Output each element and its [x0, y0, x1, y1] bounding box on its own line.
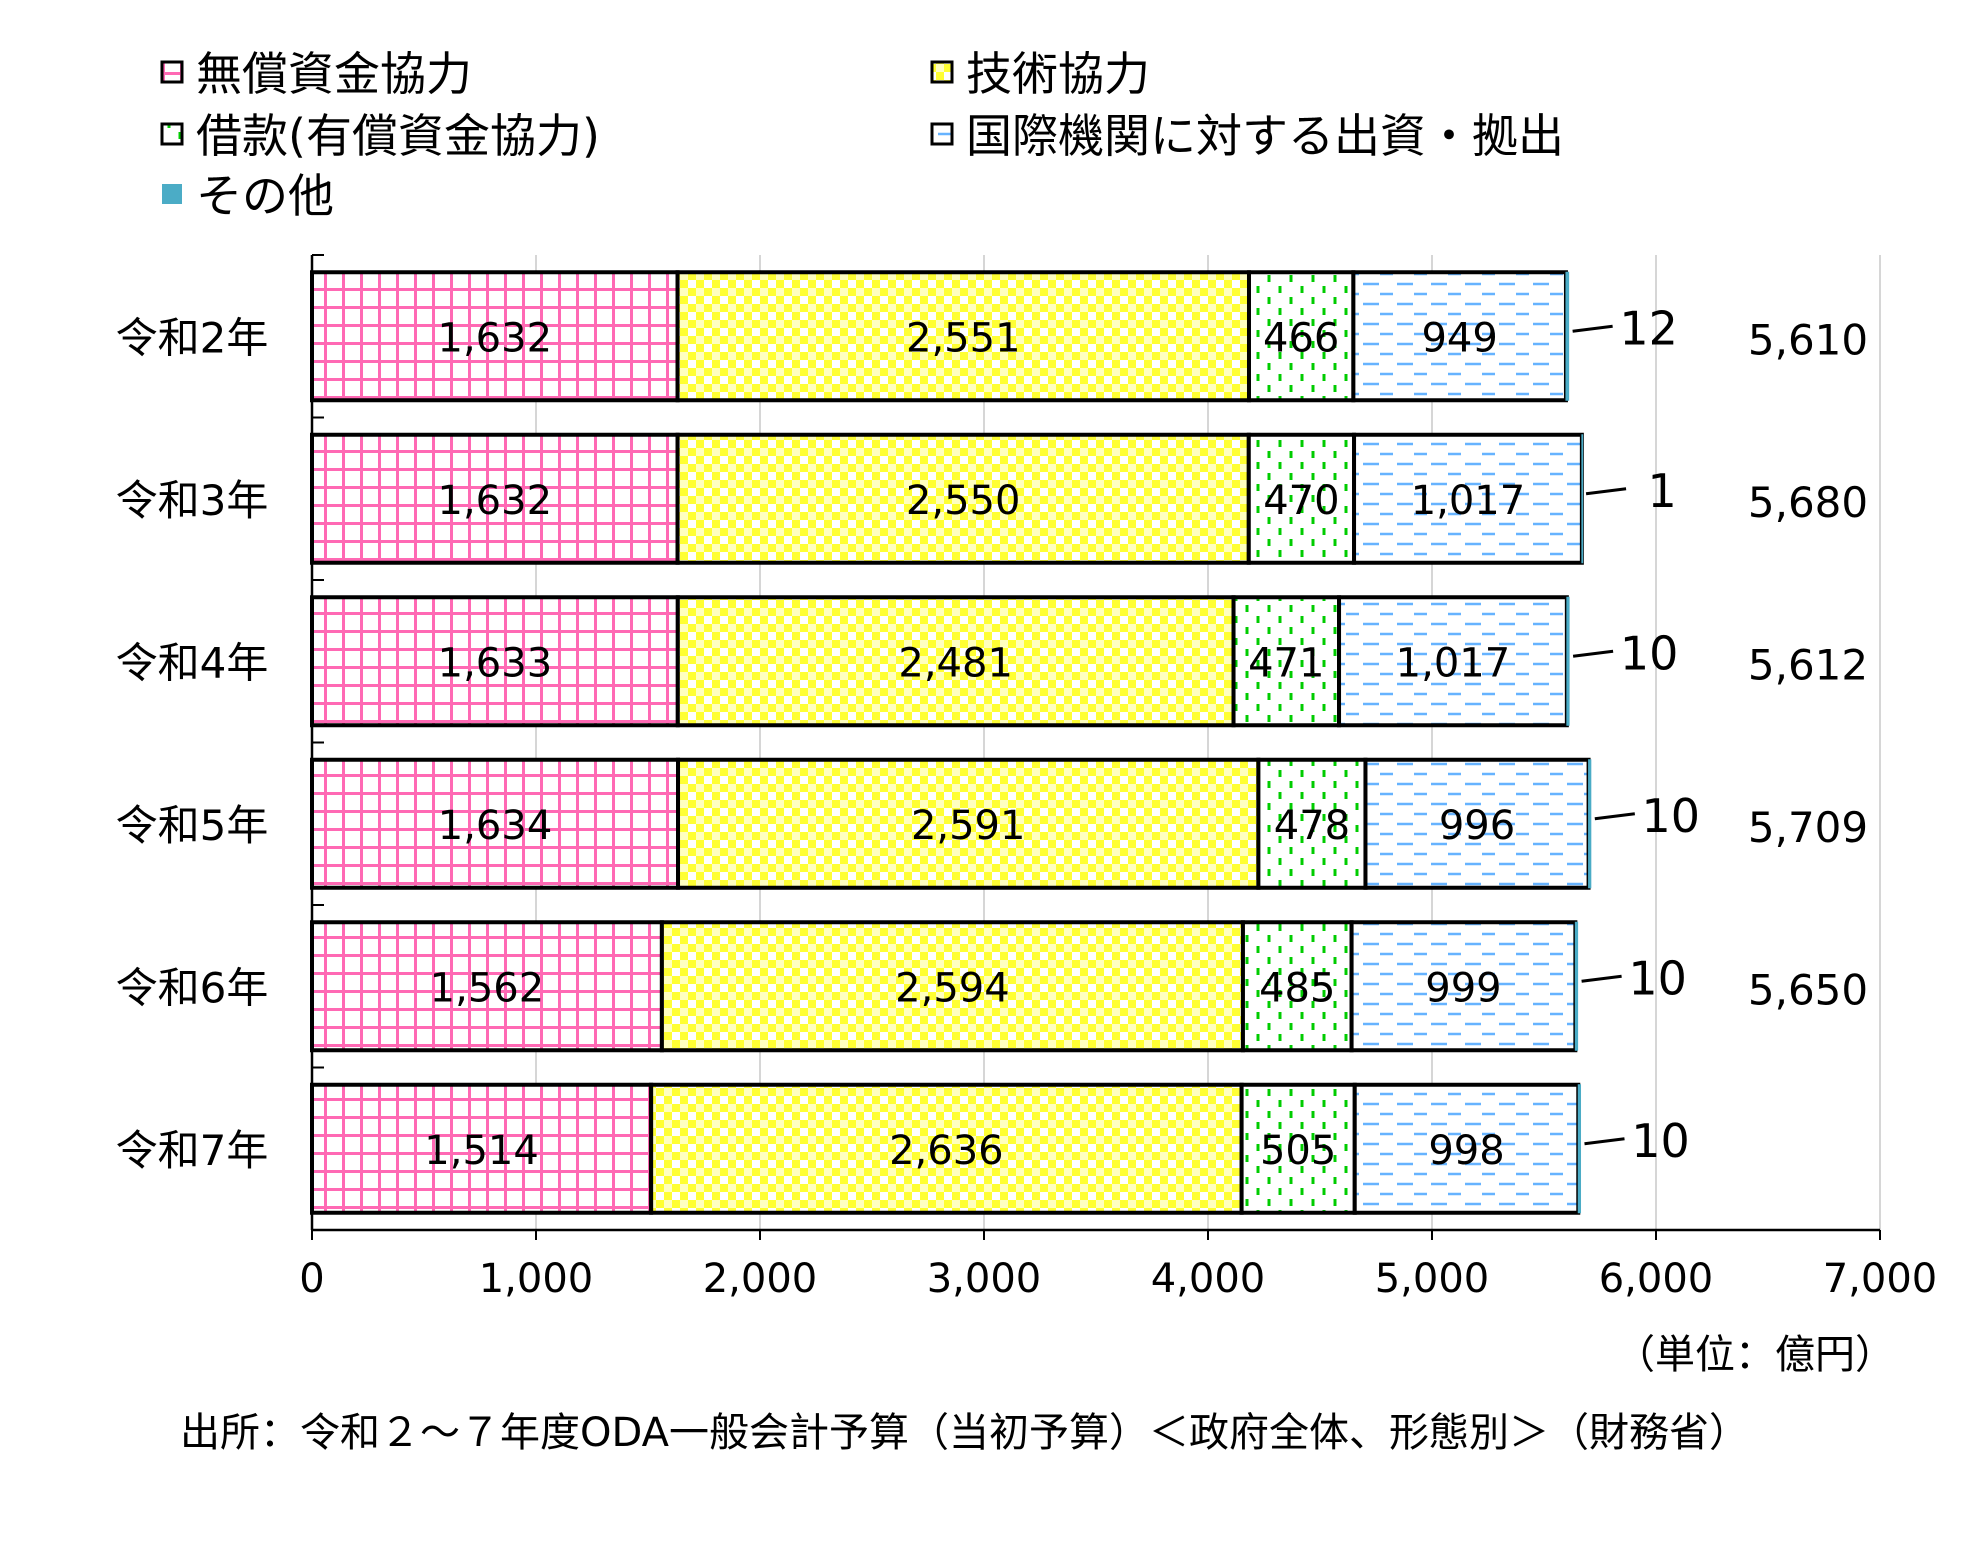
data-label: 471 [1248, 640, 1324, 686]
total-label: 5,680 [1748, 478, 1868, 527]
x-tick-label: 0 [299, 1256, 324, 1302]
x-tick-label: 7,000 [1823, 1256, 1938, 1302]
legend-label: 国際機関に対する出資・拠出 [966, 109, 1564, 163]
category-label: 令和5年 [116, 801, 269, 850]
legend-swatch [930, 122, 954, 146]
x-tick-label: 3,000 [927, 1256, 1042, 1302]
axes [310, 254, 1881, 1240]
legend-swatch [162, 184, 182, 204]
category-label: 令和7年 [116, 1126, 269, 1175]
category-label: 令和3年 [116, 476, 269, 525]
data-label: 466 [1263, 315, 1339, 361]
bars [310, 270, 1592, 1215]
total-label: 5,709 [1748, 803, 1868, 852]
bar-segment [1352, 1082, 1581, 1215]
bar-segment [1588, 759, 1592, 889]
leader-line [1581, 974, 1622, 983]
leader-line [1594, 812, 1636, 821]
data-label: 1 [1647, 464, 1676, 518]
data-label: 999 [1425, 965, 1501, 1011]
data-label: 1,514 [424, 1128, 539, 1174]
bar-segment [310, 432, 680, 565]
data-label: 2,594 [895, 965, 1010, 1011]
labels: 1,632 2,551 466 949 12 令和2年 5,610 1,632 2,550 470… [116, 301, 1938, 1456]
data-label: 2,636 [889, 1128, 1004, 1174]
data-label: 1,017 [1396, 640, 1511, 686]
data-label: 2,591 [911, 803, 1026, 849]
bar-segment [1240, 920, 1354, 1053]
unit-label: （単位：億円） [1615, 1332, 1895, 1378]
bar-segment [310, 1082, 654, 1215]
category-label: 令和4年 [116, 638, 269, 687]
legend-label: 無償資金協力 [196, 47, 472, 101]
x-tick-label: 5,000 [1375, 1256, 1490, 1302]
source-note: 出所：令和２～７年度ODA一般会計予算（当初予算）＜政府全体、形態別＞（財務省） [180, 1410, 1749, 1456]
bar-segment [310, 920, 664, 1053]
leader-line [1584, 1137, 1625, 1146]
bar-segment [676, 757, 1261, 890]
bar-segment [1363, 757, 1591, 890]
bar-segment [675, 432, 1251, 565]
total-label: 5,650 [1748, 965, 1868, 1014]
x-tick-label: 6,000 [1599, 1256, 1714, 1302]
legend-label: その他 [196, 169, 334, 223]
bar-segment [310, 757, 681, 890]
data-label: 10 [1628, 951, 1687, 1005]
data-label: 1,632 [438, 315, 553, 361]
category-label: 令和6年 [116, 963, 269, 1012]
data-label: 485 [1259, 965, 1335, 1011]
bar-segment [1246, 270, 1356, 403]
legend-swatch [160, 122, 184, 146]
legend-label: 技術協力 [966, 47, 1150, 101]
bar-segment [675, 270, 1251, 403]
data-label: 505 [1260, 1128, 1336, 1174]
legend-swatch [930, 60, 954, 84]
total-label: 5,612 [1748, 640, 1868, 689]
bar-segment [1239, 1082, 1357, 1215]
legend-swatch [160, 60, 184, 84]
bar-segment [1231, 595, 1342, 728]
data-label: 1,634 [438, 803, 553, 849]
gridlines [535, 255, 1881, 1230]
data-label: 1,562 [430, 965, 545, 1011]
data-label: 1,017 [1411, 478, 1526, 524]
leader-line [1572, 649, 1614, 658]
x-tick-label: 2,000 [703, 1256, 818, 1302]
data-label: 2,550 [906, 478, 1021, 524]
data-label: 949 [1421, 315, 1497, 361]
data-label: 1,633 [438, 640, 553, 686]
leader-line [1585, 487, 1627, 496]
data-label: 12 [1619, 301, 1678, 355]
category-label: 令和2年 [116, 313, 269, 362]
bar-segment [1566, 596, 1570, 726]
bar-segment [1581, 434, 1584, 564]
x-tick-label: 4,000 [1151, 1256, 1266, 1302]
bar-segment [1349, 920, 1578, 1053]
bar-segment [649, 1082, 1244, 1215]
data-label: 2,481 [898, 640, 1013, 686]
data-label: 998 [1428, 1128, 1504, 1174]
data-label: 1,632 [438, 478, 553, 524]
data-label: 10 [1642, 789, 1701, 843]
data-label: 10 [1620, 626, 1679, 680]
bar-segment [1565, 271, 1570, 401]
x-tick-label: 1,000 [479, 1256, 594, 1302]
bar-segment [1574, 921, 1579, 1051]
data-label: 470 [1263, 478, 1339, 524]
data-label: 996 [1439, 803, 1515, 849]
data-label: 10 [1631, 1114, 1690, 1168]
leader-line [1572, 324, 1613, 333]
bar-segment [1577, 1084, 1582, 1214]
data-label: 2,551 [906, 315, 1021, 361]
bar-segment [1351, 270, 1568, 403]
total-label: 5,610 [1748, 315, 1868, 364]
legend-label: 借款(有償資金協力) [196, 109, 600, 163]
data-label: 478 [1274, 803, 1350, 849]
